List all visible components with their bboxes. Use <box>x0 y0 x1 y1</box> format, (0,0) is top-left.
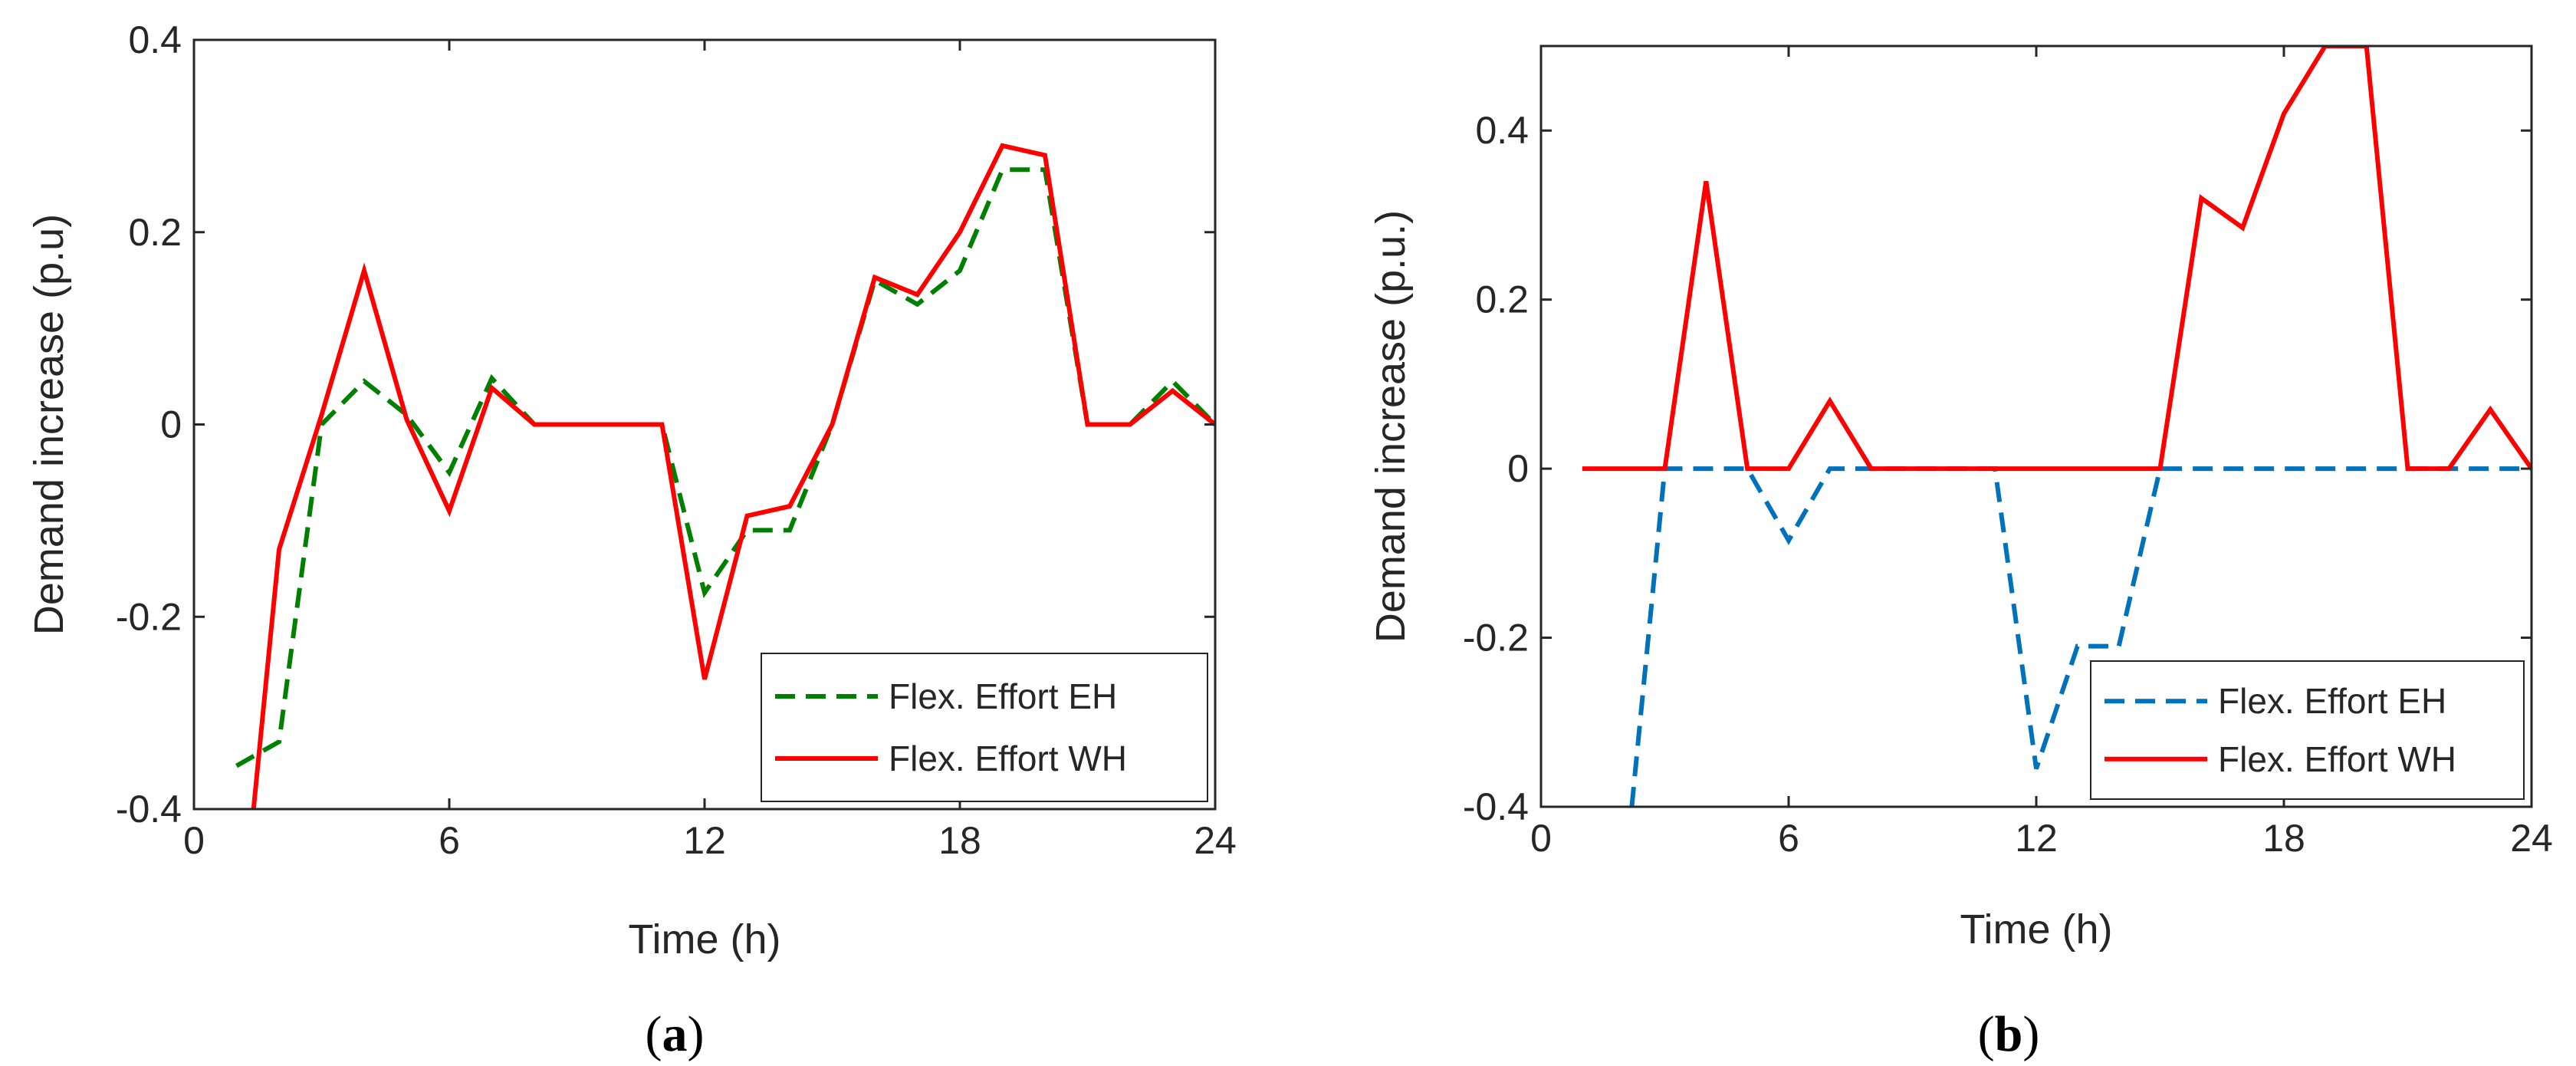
chart1-ytick-label: -0.2 <box>1463 617 1529 660</box>
chart1-xtick-label: 6 <box>1778 817 1799 860</box>
chart1-legend: Flex. Effort EH Flex. Effort WH <box>2090 660 2525 800</box>
chart0-series-wh-line <box>251 143 1215 809</box>
chart0-xtick-label: 0 <box>183 819 205 862</box>
chart1-caption: (b) <box>1978 1006 2040 1062</box>
chart0-ytick-label: -0.2 <box>116 595 182 638</box>
chart0-xtick-label: 18 <box>938 819 981 862</box>
chart0-xlabel: Time (h) <box>629 916 781 962</box>
chart1-ytick-label: 0.2 <box>1475 278 1529 321</box>
chart0-ytick-label: -0.4 <box>116 788 182 831</box>
chart0-legend-label-wh: Flex. Effort WH <box>889 739 1127 778</box>
chart0-caption-close: ) <box>688 1006 705 1062</box>
chart0-caption-letter: a <box>662 1006 688 1062</box>
chart0-legend-box <box>761 653 1208 802</box>
chart1-xlabel: Time (h) <box>1960 906 2113 952</box>
chart1-ytick-label: 0.4 <box>1475 109 1529 152</box>
chart0: 0 6 12 18 24 -0.4 -0.2 0 0.2 0.4 Time (h) Demand in… <box>26 18 1237 1062</box>
chart0-xtick-label: 12 <box>683 819 726 862</box>
chart1-caption-open: ( <box>1978 1006 1995 1062</box>
chart1-legend-box <box>2090 660 2525 800</box>
chart0-legend-label-eh: Flex. Effort EH <box>889 676 1117 716</box>
chart0-xtick-label: 24 <box>1194 819 1237 862</box>
chart0-ytick-label: 0.2 <box>128 211 182 254</box>
chart0-xtick-label: 6 <box>439 819 460 862</box>
chart1-caption-close: ) <box>2022 1006 2039 1062</box>
chart1: 0 6 12 18 24 -0.4 -0.2 0 0.2 0.4 Time (h) Demand in… <box>1368 44 2553 1062</box>
chart0-ytick-label: 0.4 <box>128 18 182 61</box>
chart1-xtick-label: 0 <box>1530 817 1552 860</box>
chart1-caption-letter: b <box>1995 1006 2023 1062</box>
chart1-legend-label-eh: Flex. Effort EH <box>2218 681 2446 721</box>
chart1-ylabel: Demand increase (p.u.) <box>1368 210 1414 643</box>
chart1-ytick-label: -0.4 <box>1463 785 1529 828</box>
chart1-series-wh-line <box>1582 46 2532 472</box>
chart1-xtick-label: 18 <box>2262 817 2305 860</box>
chart0-caption-open: ( <box>646 1006 662 1062</box>
chart1-xtick-label: 12 <box>2015 817 2058 860</box>
chart1-xtick-label: 24 <box>2510 817 2553 860</box>
chart1-legend-label-wh: Flex. Effort WH <box>2218 739 2456 779</box>
chart0-ylabel: Demand increase (p.u) <box>26 214 72 635</box>
chart0-ytick-label: 0 <box>160 403 182 446</box>
chart0-caption: (a) <box>646 1006 705 1062</box>
chart1-series-eh-line <box>1629 466 2532 807</box>
chart1-ytick-label: 0 <box>1507 447 1529 490</box>
chart0-legend: Flex. Effort EH Flex. Effort WH <box>761 653 1208 802</box>
